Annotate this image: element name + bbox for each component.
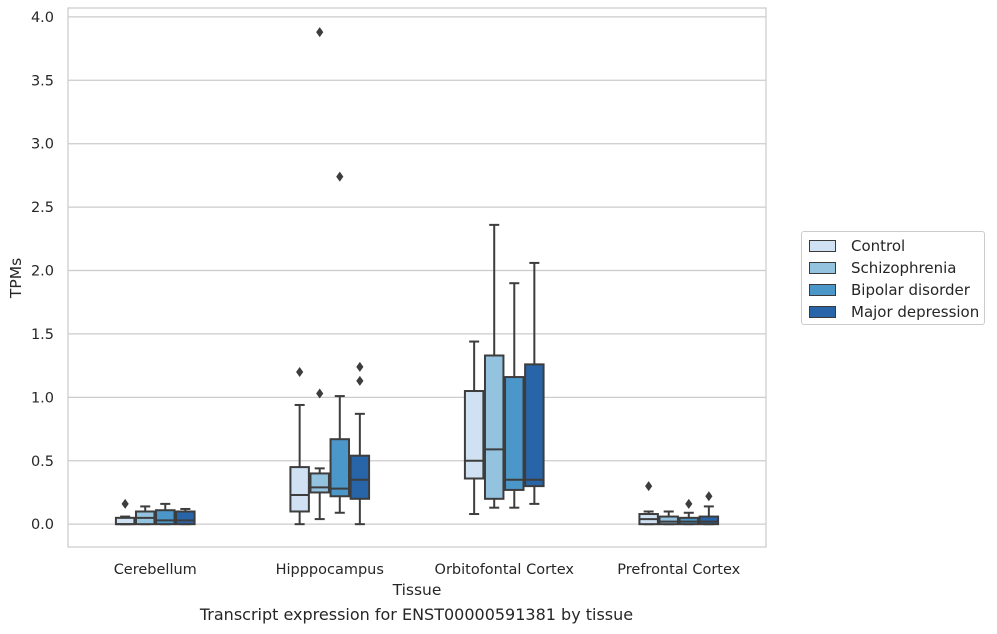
outlier-point: [296, 366, 304, 377]
legend-item-major-depression: Major depression: [809, 303, 979, 321]
iqr-box: [524, 363, 545, 488]
y-tick-label: 4.0: [31, 10, 54, 26]
box-cerebellum-bipolar-disorder: [155, 502, 176, 526]
x-tick-labels: Cerebellum Hipppocampus Orbitofontal Corte…: [114, 562, 741, 578]
iqr-box: [504, 376, 525, 491]
box-orbitofontal-cortex-control: [463, 340, 485, 516]
y-tick-label: 0.5: [31, 454, 54, 470]
legend-swatch-control: [809, 240, 836, 252]
y-tick-label: 2.0: [31, 264, 54, 280]
iqr-box: [463, 390, 485, 480]
outlier-point: [316, 27, 324, 38]
box-hipppocampus-major-depression: [349, 361, 371, 526]
legend-swatch-bipolar-disorder: [809, 284, 836, 296]
y-tick-label: 3.5: [31, 73, 54, 89]
plot-frame: [67, 7, 767, 548]
iqr-box: [698, 515, 720, 526]
box-prefrontal-cortex-bipolar-disorder: [678, 498, 700, 526]
legend-swatch-major-depression: [809, 306, 836, 318]
outlier-point: [685, 498, 693, 509]
outlier-point: [705, 491, 713, 502]
box-hipppocampus-control: [289, 366, 310, 526]
box-cerebellum-major-depression: [175, 507, 196, 526]
figure-caption: Transcript expression for ENST0000059138…: [199, 605, 634, 624]
x-tick-label-orbitofontal-cortex: Orbitofontal Cortex: [435, 562, 575, 578]
box-prefrontal-cortex-schizophrenia: [658, 510, 679, 526]
iqr-box: [175, 510, 196, 526]
iqr-box: [349, 454, 371, 500]
box-orbitofontal-cortex-schizophrenia: [483, 223, 505, 509]
legend-label-control: Control: [851, 237, 906, 255]
box-orbitofontal-cortex-major-depression: [524, 261, 545, 505]
legend-item-control: Control: [809, 237, 905, 255]
y-tick-label: 1.0: [31, 390, 54, 406]
y-tick-label: 3.0: [31, 137, 54, 153]
iqr-box: [658, 515, 679, 526]
y-axis-label: TPMs: [7, 258, 25, 299]
outlier-point: [336, 171, 344, 182]
legend-swatch-schizophrenia: [809, 262, 836, 274]
outlier-point: [356, 361, 364, 372]
x-axis-label: Tissue: [392, 581, 442, 599]
iqr-box: [289, 466, 310, 513]
iqr-box: [329, 438, 351, 498]
y-tick-label: 0.0: [31, 517, 54, 533]
box-cerebellum-control: [114, 498, 136, 526]
outlier-point: [645, 481, 653, 492]
x-tick-label-prefrontal-cortex: Prefrontal Cortex: [617, 562, 740, 578]
legend-label-bipolar-disorder: Bipolar disorder: [851, 281, 970, 299]
iqr-box: [155, 509, 176, 526]
y-tick-labels: 0.0 0.5 1.0 1.5 2.0 2.5 3.0 3.5 4.0: [31, 10, 54, 533]
box-hipppocampus-schizophrenia: [309, 27, 330, 521]
box-orbitofontal-cortex-bipolar-disorder: [504, 282, 525, 509]
y-tick-label: 2.5: [31, 200, 54, 216]
box-prefrontal-cortex-major-depression: [698, 491, 720, 526]
legend-item-schizophrenia: Schizophrenia: [809, 259, 956, 277]
legend-label-schizophrenia: Schizophrenia: [851, 259, 957, 277]
box-cerebellum-schizophrenia: [134, 505, 156, 526]
box-groups: [114, 27, 720, 526]
y-tick-label: 1.5: [31, 327, 54, 343]
x-tick-label-cerebellum: Cerebellum: [114, 562, 197, 578]
legend-item-bipolar-disorder: Bipolar disorder: [809, 281, 970, 299]
legend: Control Schizophrenia Bipolar disorder M…: [801, 231, 985, 325]
box-prefrontal-cortex-control: [638, 481, 659, 526]
iqr-box: [309, 472, 330, 494]
outlier-point: [121, 498, 129, 509]
x-tick-label-hipppocampus: Hipppocampus: [276, 562, 384, 578]
grid-lines: [68, 16, 766, 525]
legend-label-major-depression: Major depression: [851, 303, 980, 321]
iqr-box: [483, 354, 505, 500]
outlier-point: [316, 388, 324, 399]
box-hipppocampus-bipolar-disorder: [329, 171, 351, 514]
outlier-point: [356, 375, 364, 386]
